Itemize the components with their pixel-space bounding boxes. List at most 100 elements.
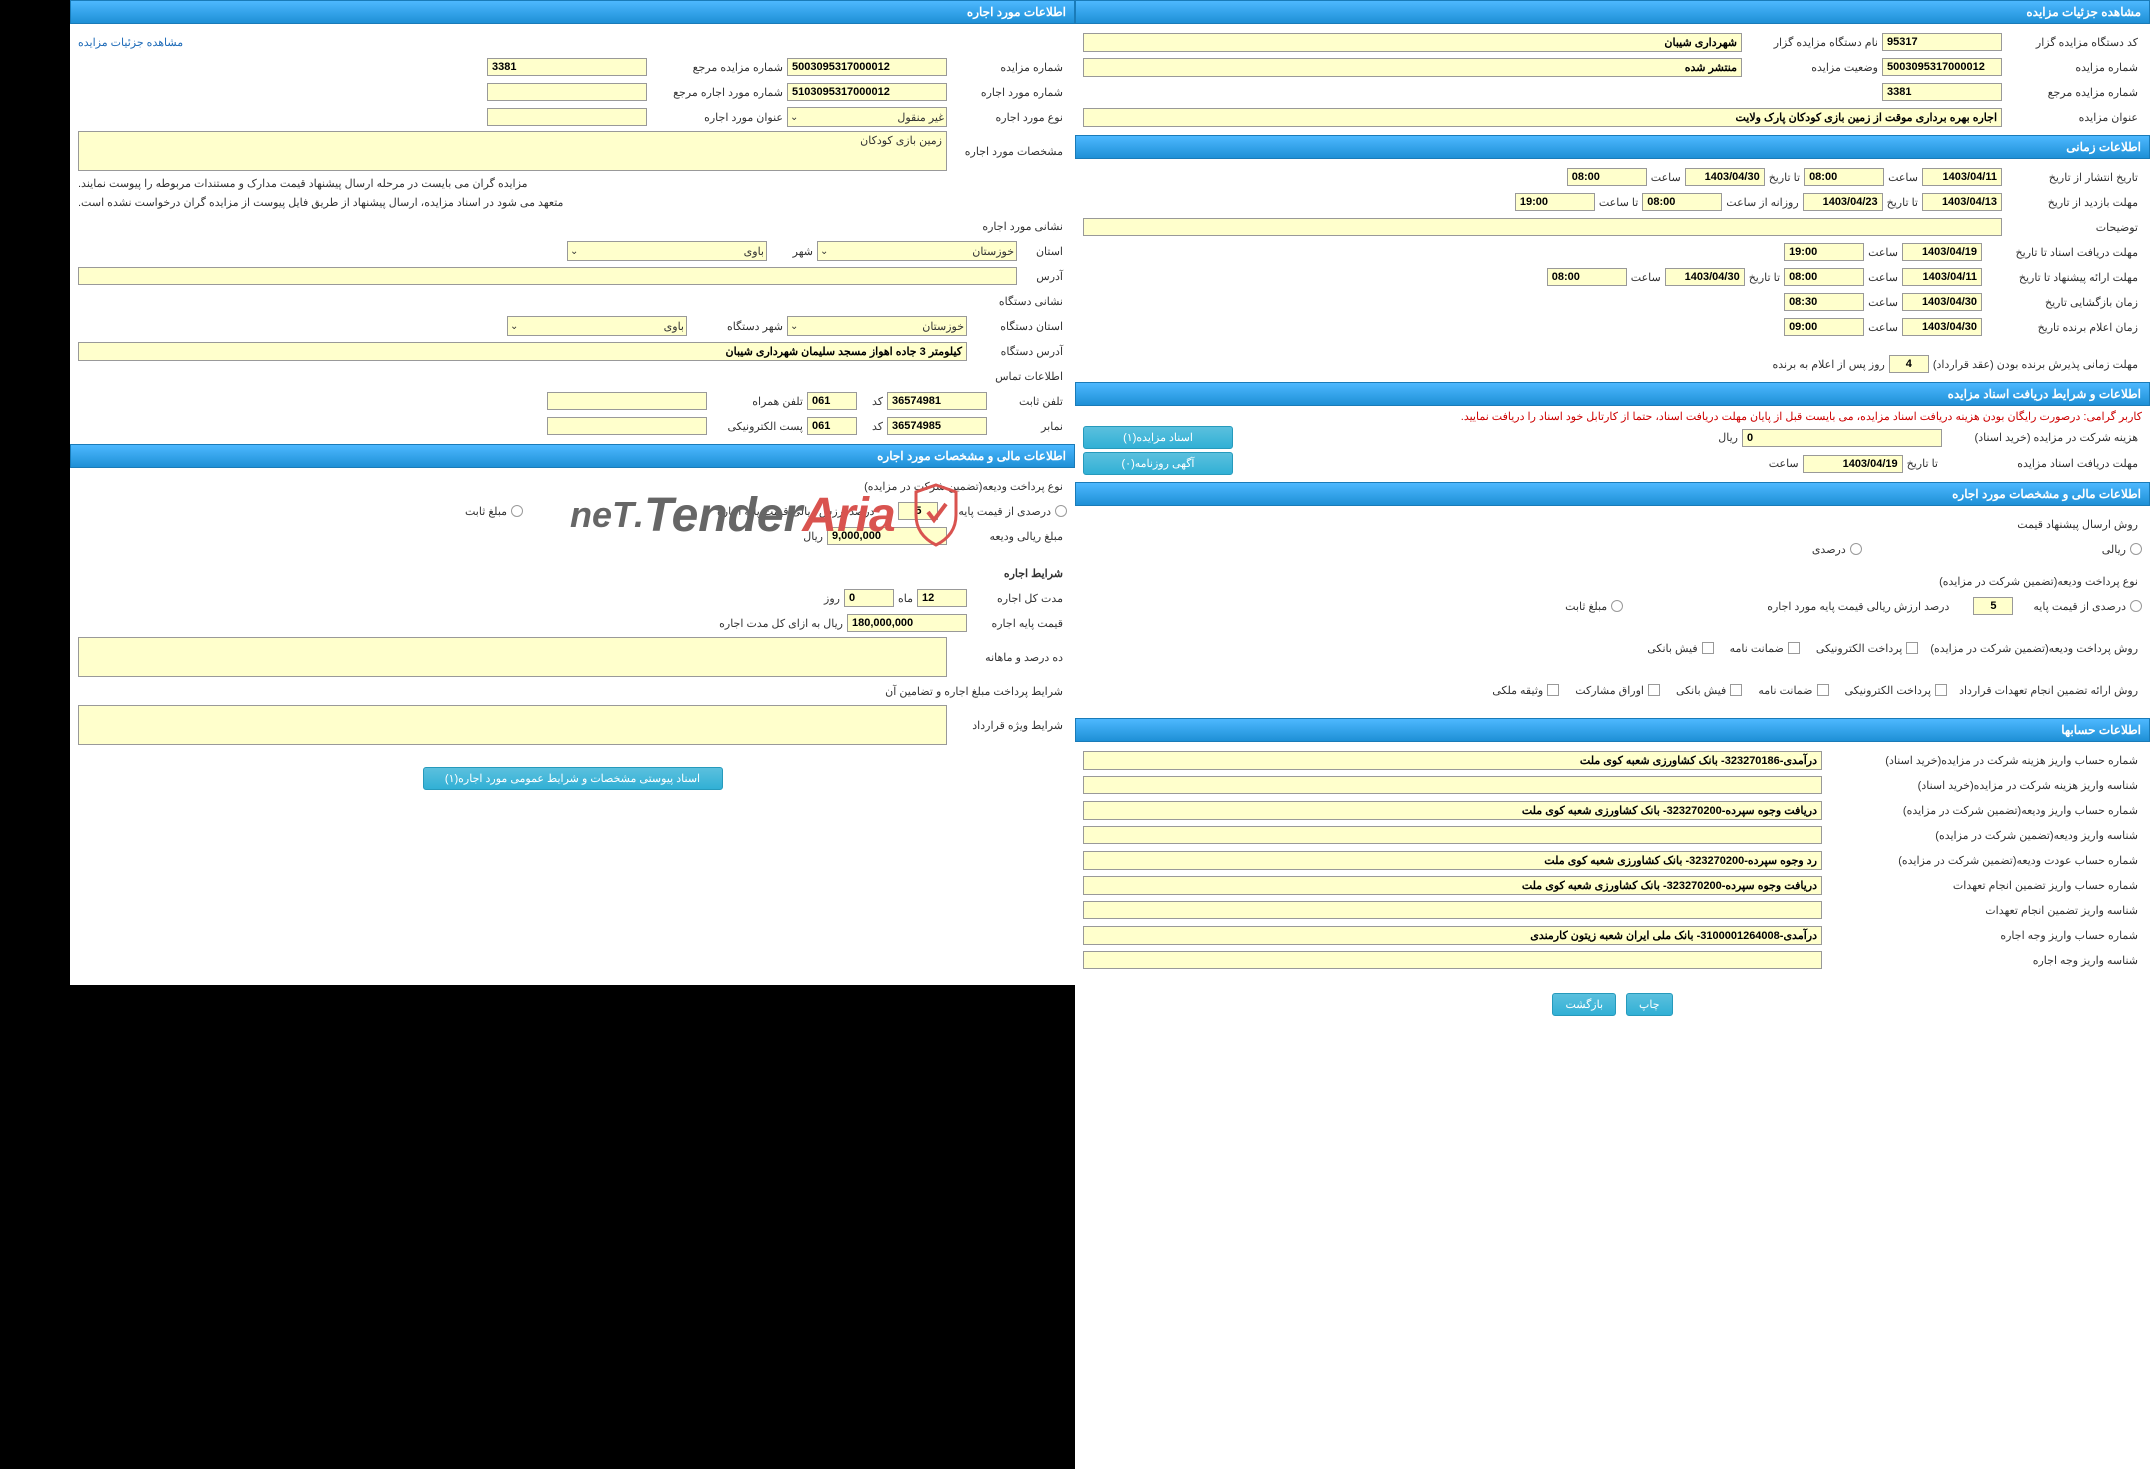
radio-base[interactable]: درصدی از قیمت پایه [2033,600,2142,613]
acc-l7: شناسه واریز تضمین انجام تعهدات [1822,904,2142,917]
checkbox-icon [1788,642,1800,654]
base-price-suffix: ریال به ازای کل مدت اجاره [715,617,847,630]
checkbox-guarantee-2[interactable]: ضمانت نامه [1758,684,1828,697]
acc-v5: رد وجوه سپرده-323270200- بانک کشاورزی شع… [1083,851,1822,870]
phone-label: تلفن ثابت [987,395,1067,408]
pub-to-date: 1403/04/30 [1685,168,1765,186]
offer-to-time: 08:00 [1547,268,1627,286]
month-val[interactable]: 12 [917,589,967,607]
print-button[interactable]: چاپ [1626,993,1673,1016]
month: ماه [894,592,917,605]
ta-tarikh-2: تا تاریخ [1883,196,1922,209]
radio-percent[interactable]: درصدی [1812,543,1862,556]
email-val[interactable] [547,417,707,435]
code-val[interactable]: 061 [807,392,857,410]
open-date: 1403/04/30 [1902,293,1982,311]
section-financial: اطلاعات مالی و مشخصات مورد اجاره [1075,482,2150,506]
doc-date: 1403/04/19 [1902,243,1982,261]
dev-addr-field[interactable]: کیلومتر 3 جاده اهواز مسجد سلیمان شهرداری… [78,342,967,361]
saat-6: ساعت [1864,296,1902,309]
visit-label: مهلت بازدید از تاریخ [2002,196,2142,209]
province-select[interactable]: خوزستان⌄ [817,241,1017,261]
back-button[interactable]: بازگشت [1552,993,1616,1016]
dev-province-select[interactable]: خوزستان⌄ [787,316,967,336]
radio-base-left[interactable]: درصدی از قیمت پایه [958,505,1067,518]
acc-v9 [1083,951,1822,969]
offer-to-date: 1403/04/30 [1665,268,1745,286]
mobile-label: تلفن همراه [707,395,807,408]
fax-val[interactable]: 36574985 [887,417,987,435]
method-label: روش ارسال پیشنهاد قیمت [2013,518,2142,531]
checkbox-bank-2[interactable]: فیش بانکی [1676,684,1742,697]
total-label: مدت کل اجاره [967,592,1067,605]
acc-v6: دریافت وجوه سپرده-323270200- بانک کشاورز… [1083,876,1822,895]
acc-l6: شماره حساب واریز تضمین انجام تعهدات [1822,879,2142,892]
checkbox-epay-2[interactable]: پرداخت الکترونیکی [1845,684,1948,697]
lspec-label: مشخصات مورد اجاره [947,145,1067,158]
section-auction-details: مشاهده جزئیات مزایده [1075,0,2150,24]
ref-label: شماره مزایده مرجع [2002,86,2142,99]
checkbox-epay[interactable]: پرداخت الکترونیکی [1816,642,1919,655]
acc-l1: شماره حساب واریز هزینه شرکت در مزایده(خر… [1822,754,2142,767]
radio-fixed-left[interactable]: مبلغ ثابت [465,505,523,518]
ltitle-label: عنوان مورد اجاره [647,111,787,124]
type-select[interactable]: غیر منقول⌄ [787,107,947,127]
winner-label: زمان اعلام برنده تاریخ [1982,321,2142,334]
lrent-ref-val [487,83,647,101]
checkbox-bonds[interactable]: اوراق مشارکت [1575,684,1660,697]
accept-val: 4 [1889,355,1929,373]
acc-l8: شماره حساب واریز وجه اجاره [1822,929,2142,942]
code-label: کد دستگاه مزایده گزار [2002,36,2142,49]
special-textarea[interactable] [78,705,947,745]
mobile-val[interactable] [547,392,707,410]
details-link[interactable]: مشاهده جزئیات مزایده [78,36,183,49]
saat-4: ساعت [1864,271,1902,284]
chevron-down-icon: ⌄ [570,246,578,257]
winner-time: 09:00 [1784,318,1864,336]
visit-from-date: 1403/04/13 [1922,193,2002,211]
dev-city-select[interactable]: باوی⌄ [507,316,687,336]
section-financial-left: اطلاعات مالی و مشخصات مورد اجاره [70,444,1075,468]
checkbox-guarantee[interactable]: ضمانت نامه [1730,642,1800,655]
fax-label: نمابر [987,420,1067,433]
base-price-val: 180,000,000 [847,614,967,632]
daily-button[interactable]: آگهی روزنامه(۰) [1083,452,1233,475]
radio-fixed[interactable]: مبلغ ثابت [1565,600,1623,613]
lrent-ref-label: شماره مورد اجاره مرجع [647,86,787,99]
num-field: 5003095317000012 [1882,58,2002,76]
radio-icon [1611,600,1623,612]
checkbox-bank[interactable]: فیش بانکی [1647,642,1713,655]
code-val-2[interactable]: 061 [807,417,857,435]
percent-textarea[interactable] [78,637,947,677]
ref-field: 3381 [1882,83,2002,101]
num-label: شماره مزایده [2002,61,2142,74]
addr-field[interactable] [78,267,1017,285]
spec-textarea[interactable]: زمین بازی کودکان [78,131,947,171]
radio-rial[interactable]: ریالی [2102,543,2142,556]
open-label: زمان بازگشایی تاریخ [1982,296,2142,309]
pub-from-label: تاریخ انتشار از تاریخ [2002,171,2142,184]
cost-val: 0 [1742,429,1942,447]
city-select[interactable]: باوی⌄ [567,241,767,261]
checkbox-icon [1817,684,1829,696]
attach-button[interactable]: اسناد پیوستی مشخصات و شرایط عمومی مورد ا… [423,767,723,790]
checkbox-icon [1648,684,1660,696]
phone-val[interactable]: 36574981 [887,392,987,410]
ta-saat-label: تا ساعت [1595,196,1642,209]
warning-text: کاربر گرامی: درصورت رایگان بودن هزینه در… [1083,410,2142,423]
right-panel: مشاهده جزئیات مزایده کد دستگاه مزایده گز… [1075,0,2150,1469]
lamount-val: 9,000,000 [827,527,947,545]
code-label: کد [857,395,887,408]
lnum-label: شماره مزایده [947,61,1067,74]
day-val[interactable]: 0 [844,589,894,607]
docs-button[interactable]: اسناد مزایده(۱) [1083,426,1233,449]
ta-tarikh-label: تا تاریخ [1765,171,1804,184]
lbase-suffix: درصد ارزش ریالی قیمت پایه اجاره [713,505,878,518]
offer-label: مهلت ارائه پیشنهاد تا تاریخ [1982,271,2142,284]
radio-icon [1850,543,1862,555]
checkbox-property[interactable]: وثیقه ملکی [1492,684,1559,697]
acc-v7 [1083,901,1822,919]
lbase-val: 5 [898,502,938,520]
addr-label: آدرس [1017,270,1067,283]
acc-l4: شناسه واریز ودیعه(تضمین شرکت در مزایده) [1822,829,2142,842]
